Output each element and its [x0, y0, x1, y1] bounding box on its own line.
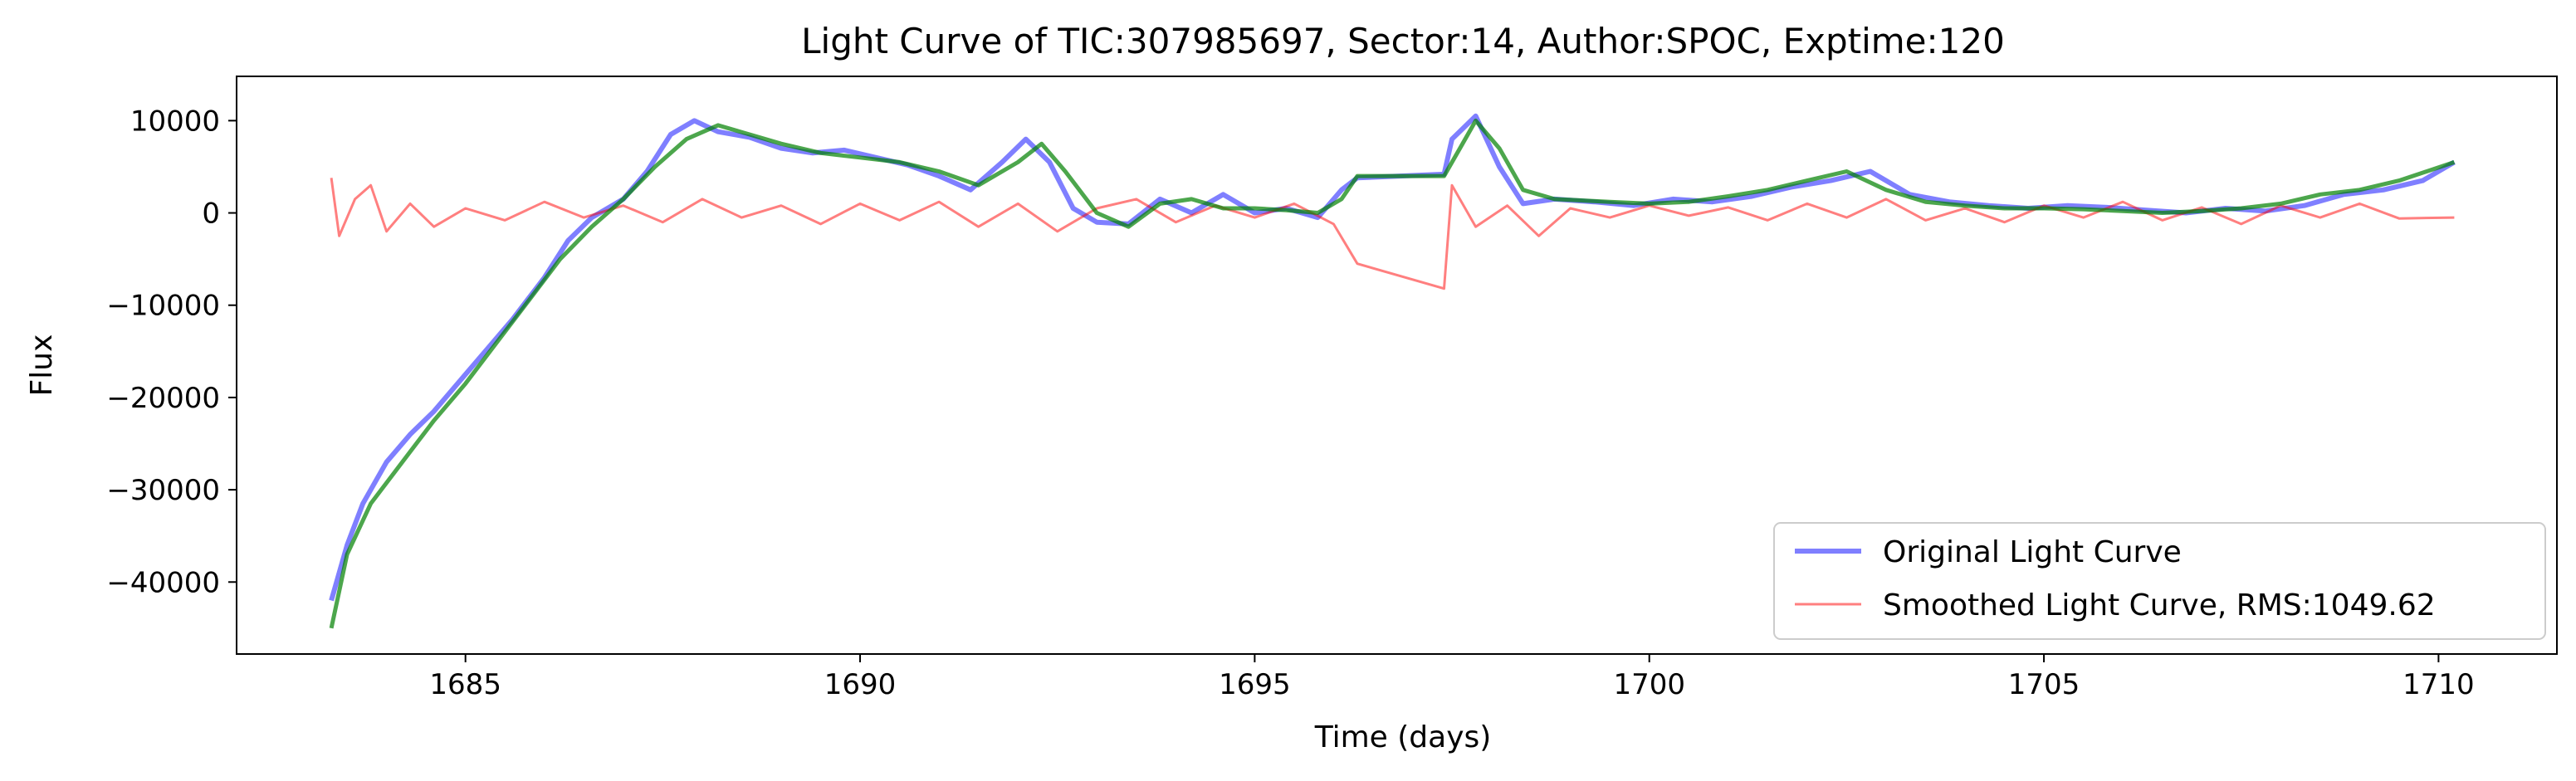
x-tick-label: 1685 — [429, 668, 501, 701]
x-axis-label: Time (days) — [1314, 720, 1492, 754]
y-tick-label: 0 — [202, 198, 220, 231]
series-line-2 — [329, 118, 2456, 629]
x-tick-label: 1690 — [824, 668, 897, 701]
chart-title: Light Curve of TIC:307985697, Sector:14,… — [801, 21, 2005, 61]
x-axis: 1685 1690 1695 1700 1705 1710 — [429, 654, 2475, 701]
x-tick-label: 1700 — [1613, 668, 1685, 701]
x-tick-label: 1710 — [2402, 668, 2475, 701]
y-tick-label: 10000 — [130, 105, 220, 138]
y-tick-label: −40000 — [106, 566, 220, 599]
y-tick-label: −10000 — [106, 290, 220, 323]
plot-frame — [236, 76, 2558, 655]
legend-label-smoothed: Smoothed Light Curve, RMS:1049.62 — [1883, 588, 2436, 622]
x-tick-label: 1705 — [2008, 668, 2080, 701]
legend-label-original: Original Light Curve — [1883, 535, 2182, 569]
legend-box — [1773, 522, 2546, 640]
x-tick-label: 1695 — [1219, 668, 1291, 701]
y-axis-label: Flux — [25, 334, 59, 397]
y-tick-label: −30000 — [106, 474, 220, 507]
y-axis: −40000 −30000 −20000 −10000 0 10000 — [106, 105, 237, 599]
y-tick-label: −20000 — [106, 382, 220, 415]
series-layer — [329, 113, 2456, 629]
legend: Original Light Curve Smoothed Light Curv… — [1773, 522, 2546, 640]
